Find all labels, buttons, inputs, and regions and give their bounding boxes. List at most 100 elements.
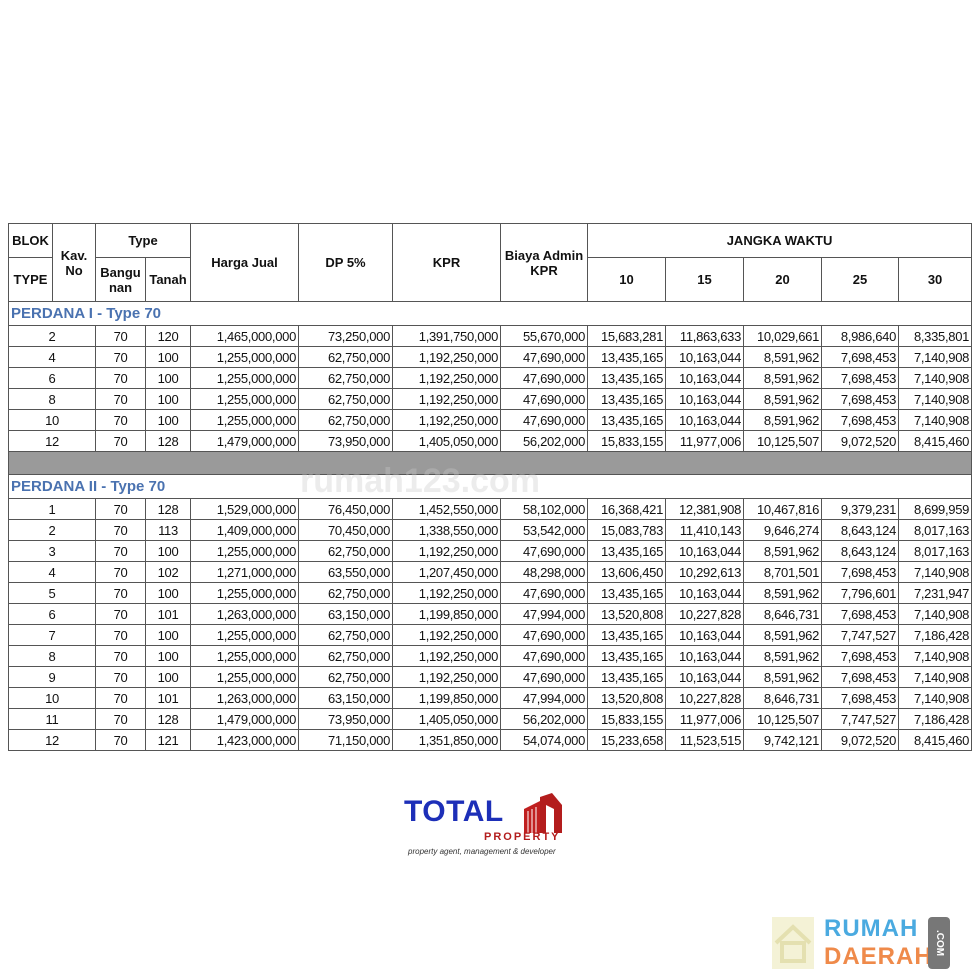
cell-term-15: 10,163,044 — [665, 624, 745, 646]
cell-term-30: 7,231,947 — [898, 582, 973, 604]
cell-kpr: 1,199,850,000 — [392, 687, 502, 709]
cell-tanah: 100 — [144, 540, 192, 562]
header-tanah: Tanah — [144, 257, 192, 302]
cell-tanah: 128 — [144, 498, 192, 520]
cell-term-15: 10,163,044 — [665, 409, 745, 431]
cell-kpr: 1,192,250,000 — [392, 346, 502, 368]
header-term-10: 10 — [587, 257, 667, 302]
cell-bangunan: 70 — [95, 367, 146, 389]
cell-biaya-admin: 47,690,000 — [500, 666, 589, 688]
cell-dp: 62,750,000 — [298, 540, 394, 562]
cell-term-25: 9,379,231 — [821, 498, 900, 520]
cell-biaya-admin: 47,690,000 — [500, 645, 589, 667]
cell-harga-jual: 1,255,000,000 — [190, 540, 300, 562]
cell-biaya-admin: 47,690,000 — [500, 346, 589, 368]
cell-term-25: 7,698,453 — [821, 367, 900, 389]
cell-term-30: 7,186,428 — [898, 624, 973, 646]
cell-term-30: 8,699,959 — [898, 498, 973, 520]
cell-term-30: 7,140,908 — [898, 666, 973, 688]
cell-term-30: 7,140,908 — [898, 388, 973, 410]
cell-bangunan: 70 — [95, 388, 146, 410]
cell-tanah: 100 — [144, 582, 192, 604]
cell-dp: 76,450,000 — [298, 498, 394, 520]
cell-kpr: 1,192,250,000 — [392, 540, 502, 562]
cell-kpr: 1,405,050,000 — [392, 430, 502, 452]
cell-kav-no: 12 — [8, 729, 96, 751]
header-kav-no: Kav. No — [52, 223, 96, 302]
cell-term-25: 9,072,520 — [821, 430, 900, 452]
cell-term-30: 8,017,163 — [898, 519, 973, 541]
cell-harga-jual: 1,255,000,000 — [190, 388, 300, 410]
cell-kav-no: 5 — [8, 582, 96, 604]
cell-harga-jual: 1,255,000,000 — [190, 367, 300, 389]
cell-term-20: 8,646,731 — [743, 687, 823, 709]
cell-term-15: 10,163,044 — [665, 582, 745, 604]
cell-kpr: 1,192,250,000 — [392, 388, 502, 410]
cell-term-20: 10,467,816 — [743, 498, 823, 520]
cell-kav-no: 12 — [8, 430, 96, 452]
cell-dp: 62,750,000 — [298, 582, 394, 604]
cell-bangunan: 70 — [95, 409, 146, 431]
table-row: 7 70 100 1,255,000,000 62,750,000 1,192,250,0… — [8, 624, 973, 646]
table-row: 12 70 128 1,479,000,000 73,950,000 1,405,050,… — [8, 430, 973, 452]
cell-biaya-admin: 47,690,000 — [500, 367, 589, 389]
cell-harga-jual: 1,255,000,000 — [190, 645, 300, 667]
cell-biaya-admin: 47,690,000 — [500, 409, 589, 431]
cell-term-10: 13,435,165 — [587, 367, 667, 389]
table-row: 5 70 100 1,255,000,000 62,750,000 1,192,250,0… — [8, 582, 973, 604]
cell-term-20: 8,591,962 — [743, 346, 823, 368]
cell-term-10: 13,435,165 — [587, 645, 667, 667]
header-term-30: 30 — [898, 257, 973, 302]
cell-term-10: 15,683,281 — [587, 325, 667, 347]
cell-term-25: 7,698,453 — [821, 561, 900, 583]
cell-kav-no: 9 — [8, 666, 96, 688]
header-kpr: KPR — [392, 223, 502, 302]
table-row: 2 70 120 1,465,000,000 73,250,000 1,391,750,0… — [8, 325, 973, 347]
cell-term-30: 8,415,460 — [898, 729, 973, 751]
cell-harga-jual: 1,255,000,000 — [190, 582, 300, 604]
cell-tanah: 101 — [144, 687, 192, 709]
cell-biaya-admin: 56,202,000 — [500, 430, 589, 452]
cell-term-20: 9,742,121 — [743, 729, 823, 751]
cell-bangunan: 70 — [95, 603, 146, 625]
cell-dp: 62,750,000 — [298, 666, 394, 688]
cell-bangunan: 70 — [95, 561, 146, 583]
section-header: PERDANA I - Type 70 — [7, 301, 973, 326]
cell-dp: 73,950,000 — [298, 708, 394, 730]
cell-tanah: 113 — [144, 519, 192, 541]
cell-term-30: 7,140,908 — [898, 346, 973, 368]
cell-bangunan: 70 — [95, 498, 146, 520]
cell-dp: 70,450,000 — [298, 519, 394, 541]
cell-kpr: 1,192,250,000 — [392, 666, 502, 688]
cell-biaya-admin: 48,298,000 — [500, 561, 589, 583]
section-title: PERDANA I - Type 70 — [7, 301, 973, 326]
cell-term-30: 8,335,801 — [898, 325, 973, 347]
cell-term-20: 9,646,274 — [743, 519, 823, 541]
cell-kpr: 1,192,250,000 — [392, 645, 502, 667]
cell-term-20: 8,591,962 — [743, 645, 823, 667]
cell-term-15: 11,410,143 — [665, 519, 745, 541]
cell-bangunan: 70 — [95, 430, 146, 452]
cell-kav-no: 7 — [8, 624, 96, 646]
cell-term-15: 11,977,006 — [665, 430, 745, 452]
cell-term-15: 10,163,044 — [665, 540, 745, 562]
cell-biaya-admin: 47,994,000 — [500, 603, 589, 625]
house-icon — [772, 917, 814, 969]
table-row: 4 70 102 1,271,000,000 63,550,000 1,207,450,0… — [8, 561, 973, 583]
cell-term-25: 7,698,453 — [821, 388, 900, 410]
cell-kav-no: 8 — [8, 388, 96, 410]
cell-term-25: 8,643,124 — [821, 540, 900, 562]
cell-kav-no: 3 — [8, 540, 96, 562]
cell-tanah: 100 — [144, 367, 192, 389]
cell-bangunan: 70 — [95, 708, 146, 730]
cell-dp: 62,750,000 — [298, 346, 394, 368]
cell-term-25: 7,747,527 — [821, 708, 900, 730]
cell-biaya-admin: 56,202,000 — [500, 708, 589, 730]
cell-term-15: 10,163,044 — [665, 388, 745, 410]
cell-bangunan: 70 — [95, 519, 146, 541]
cell-biaya-admin: 55,670,000 — [500, 325, 589, 347]
cell-term-10: 16,368,421 — [587, 498, 667, 520]
cell-harga-jual: 1,255,000,000 — [190, 666, 300, 688]
cell-kpr: 1,391,750,000 — [392, 325, 502, 347]
cell-term-25: 7,698,453 — [821, 346, 900, 368]
